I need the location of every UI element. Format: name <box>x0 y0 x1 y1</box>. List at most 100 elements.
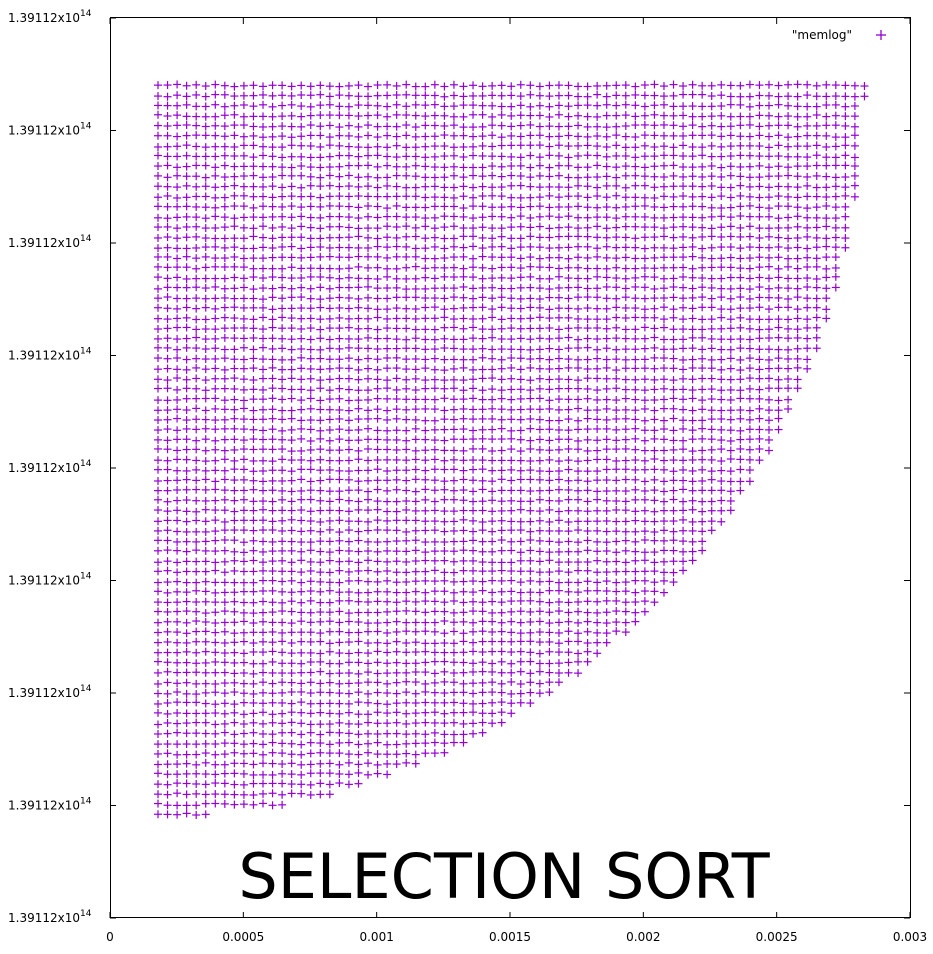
data-points <box>154 80 869 820</box>
data-point <box>230 162 239 171</box>
data-point <box>230 526 239 535</box>
data-point <box>154 244 162 253</box>
data-point <box>192 690 201 699</box>
data-point <box>259 537 268 546</box>
data-point <box>154 517 162 526</box>
data-point <box>268 223 277 232</box>
data-point <box>239 658 248 667</box>
data-point <box>154 101 162 110</box>
data-point <box>163 243 172 252</box>
data-point <box>211 282 220 291</box>
data-point <box>173 810 182 819</box>
data-point <box>220 546 229 555</box>
data-point <box>259 456 268 465</box>
data-point <box>249 415 258 424</box>
data-point <box>259 355 268 364</box>
data-point <box>230 92 239 101</box>
data-point <box>201 577 210 586</box>
data-point <box>211 163 220 172</box>
x-tick-label: 0.002 <box>626 930 660 944</box>
data-point <box>278 192 287 201</box>
data-point <box>230 800 239 809</box>
data-point <box>268 638 277 647</box>
data-point <box>154 162 162 171</box>
x-tick-label: 0.0015 <box>489 930 531 944</box>
data-point <box>201 446 210 455</box>
data-point <box>249 131 258 140</box>
data-point <box>154 131 162 140</box>
data-point <box>249 467 258 476</box>
data-point <box>220 243 229 252</box>
data-point <box>249 273 258 282</box>
data-point <box>192 578 201 587</box>
data-point <box>268 234 277 243</box>
data-point <box>268 182 277 191</box>
data-point <box>173 516 182 525</box>
data-point <box>154 657 162 666</box>
data-point <box>259 415 268 424</box>
data-point <box>230 678 239 687</box>
data-point <box>239 740 248 749</box>
data-point <box>230 222 239 231</box>
data-point <box>163 364 172 373</box>
data-point <box>173 213 182 222</box>
data-point <box>154 343 162 352</box>
data-point <box>220 750 229 759</box>
data-point <box>278 466 287 475</box>
data-point <box>192 789 201 798</box>
data-point <box>182 92 191 101</box>
data-point <box>173 698 182 707</box>
data-point <box>249 476 258 485</box>
data-point <box>211 619 220 628</box>
data-point <box>154 171 162 180</box>
data-point <box>201 152 210 161</box>
data-point <box>201 699 210 708</box>
data-point <box>154 495 162 504</box>
data-point <box>154 628 162 637</box>
data-point <box>192 668 201 677</box>
data-point <box>220 578 229 587</box>
data-point <box>239 436 248 445</box>
data-point <box>192 90 201 99</box>
data-point <box>192 354 201 363</box>
data-point <box>154 607 162 616</box>
data-point <box>268 212 277 221</box>
data-point <box>230 405 239 414</box>
data-point <box>239 628 248 637</box>
data-point <box>239 303 248 312</box>
data-point <box>239 475 248 484</box>
data-point <box>201 345 210 354</box>
data-point <box>249 153 258 162</box>
data-point <box>259 608 268 617</box>
data-point <box>239 598 248 607</box>
data-point <box>201 475 210 484</box>
data-point <box>173 294 182 303</box>
data-point <box>287 224 296 233</box>
data-point <box>173 374 182 383</box>
data-point <box>259 313 268 322</box>
data-point <box>220 313 229 322</box>
data-point <box>182 668 191 677</box>
data-point <box>154 720 162 729</box>
data-point <box>268 608 277 617</box>
data-point <box>278 264 287 273</box>
data-point <box>201 376 210 385</box>
data-point <box>239 182 248 191</box>
data-point <box>154 416 162 425</box>
data-point <box>201 92 210 101</box>
data-point <box>259 505 268 514</box>
data-point <box>239 710 248 719</box>
data-point <box>249 639 258 648</box>
data-point <box>154 648 162 657</box>
data-point <box>182 779 191 788</box>
data-point <box>182 131 191 140</box>
data-point <box>192 679 201 688</box>
data-point <box>230 414 239 423</box>
data-point <box>249 171 258 180</box>
x-tick-label: 0.001 <box>359 930 393 944</box>
data-point <box>173 263 182 272</box>
data-point <box>278 587 287 596</box>
data-point <box>278 598 287 607</box>
data-point <box>182 517 191 526</box>
data-point <box>249 779 258 788</box>
